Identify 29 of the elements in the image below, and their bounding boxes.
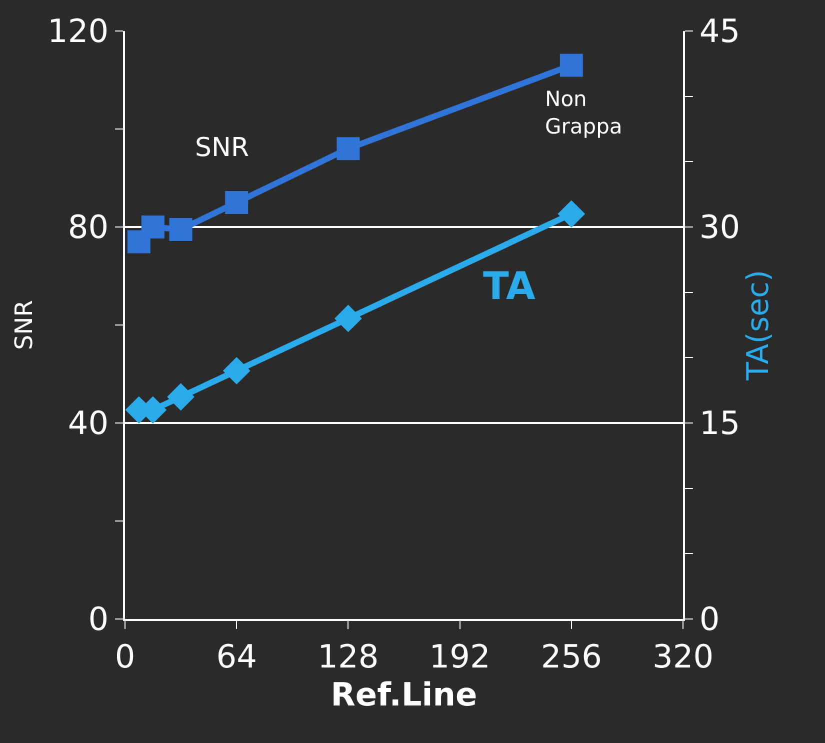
y2-tick-label: 45 [699,12,740,50]
point [334,304,362,332]
y2-tick-label: 0 [699,600,720,638]
point [225,191,248,214]
x-tick-label: 320 [652,637,714,676]
x-tick-label: 192 [429,637,490,676]
point [141,216,164,238]
x-tick-label: 128 [318,637,379,676]
annotation: Non Grappa [545,87,622,138]
y-axis-title: SNR [10,300,38,350]
y2-axis-title: TA(sec) [741,270,776,382]
y-tick-label: 120 [48,12,109,50]
y-tick-label: 80 [68,208,109,246]
point [560,54,583,77]
x-tick-label: 64 [216,637,257,676]
y-tick-label: 40 [68,404,109,442]
point [558,200,585,228]
point [223,357,250,384]
y-tick-label: 0 [88,600,109,638]
y2-tick-label: 15 [699,404,740,442]
point [167,383,194,410]
x-axis-title: Ref.Line [330,675,478,714]
x-tick-label: 256 [540,637,602,676]
series-label: SNR [195,133,250,163]
point [336,137,360,160]
series-label: TA [483,264,536,308]
y2-tick-label: 30 [699,208,740,246]
point [169,218,192,241]
x-tick-label: 0 [114,637,136,676]
